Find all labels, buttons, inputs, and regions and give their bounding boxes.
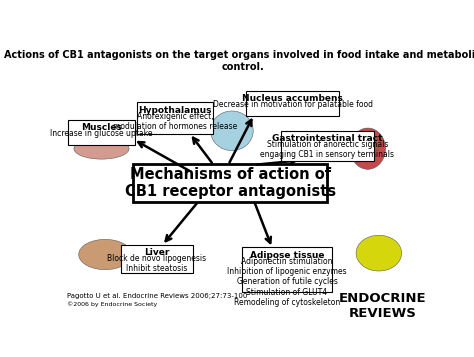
Text: Actions of CB1 antagonists on the target organs involved in food intake and meta: Actions of CB1 antagonists on the target…: [4, 50, 474, 72]
FancyBboxPatch shape: [68, 120, 135, 145]
FancyBboxPatch shape: [246, 91, 338, 116]
FancyBboxPatch shape: [133, 164, 328, 202]
Text: Gastrointestinal tract: Gastrointestinal tract: [272, 134, 383, 143]
Text: Adipose tissue: Adipose tissue: [250, 251, 324, 260]
Text: Adiponectin stimulation
Inhibition of lipogenic enzymes
Generation of futile cyc: Adiponectin stimulation Inhibition of li…: [227, 257, 347, 307]
Text: ENDOCRINE
REVIEWS: ENDOCRINE REVIEWS: [339, 292, 426, 320]
Ellipse shape: [356, 235, 401, 271]
Ellipse shape: [210, 111, 253, 151]
Text: Anorexigenic effect,
modulation of hormones release: Anorexigenic effect, modulation of hormo…: [113, 111, 237, 131]
Ellipse shape: [350, 128, 385, 169]
Text: Nucleus accumbens: Nucleus accumbens: [242, 94, 343, 103]
Text: Decrease in motivation for palatable food: Decrease in motivation for palatable foo…: [212, 100, 373, 109]
FancyBboxPatch shape: [137, 102, 213, 134]
FancyBboxPatch shape: [281, 131, 374, 161]
FancyBboxPatch shape: [242, 247, 332, 292]
Text: Mechanisms of action of
CB1 receptor antagonists: Mechanisms of action of CB1 receptor ant…: [125, 167, 336, 199]
Text: Pagotto U et al. Endocrine Reviews 2006;27:73-100: Pagotto U et al. Endocrine Reviews 2006;…: [66, 293, 247, 299]
Text: Stimulation of anorectic signals
engaging CB1 in sensory terminals: Stimulation of anorectic signals engagin…: [260, 140, 394, 159]
FancyBboxPatch shape: [120, 245, 192, 272]
Text: ©2006 by Endocrine Society: ©2006 by Endocrine Society: [66, 302, 157, 307]
Text: Liver: Liver: [144, 248, 169, 257]
Ellipse shape: [74, 138, 129, 159]
Text: Muscles: Muscles: [81, 123, 122, 132]
Text: Increase in glucose uptake: Increase in glucose uptake: [50, 129, 153, 138]
Ellipse shape: [79, 240, 132, 270]
Text: Hypothalamus: Hypothalamus: [138, 106, 212, 115]
Text: Block de novo lipogenesis
Inhibit steatosis: Block de novo lipogenesis Inhibit steato…: [107, 254, 206, 273]
